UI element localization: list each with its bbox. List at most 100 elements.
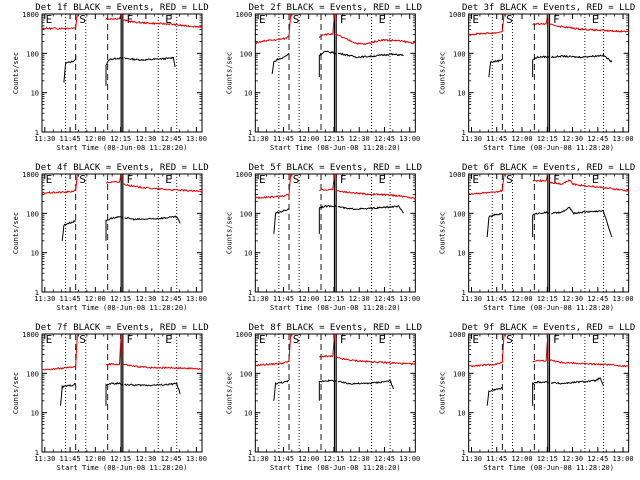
y-tick-label: 1 [35,289,39,297]
y-tick-label: 10 [457,410,465,418]
x-tick-label: 12:15 [110,295,131,303]
x-tick-label: 12:15 [323,135,344,143]
lld-series-line [41,173,78,195]
event-marker-letter: E [165,13,172,26]
x-tick-label: 11:45 [486,455,507,463]
x-tick-label: 11:45 [273,135,294,143]
plot-frame [468,333,630,453]
event-marker-letter: E [379,173,386,186]
event-marker-letter: E [46,13,53,26]
x-tick-label: 12:15 [323,455,344,463]
chart-panel: Det 7f BLACK = Events, RED = LLD 1 10 100 10… [12,323,209,472]
events-series-line [488,58,503,78]
x-axis-label: Start Time (08-Jun-08 11:28:20) [57,464,188,472]
plot-frame [41,173,203,293]
y-tick-label: 1 [35,129,39,137]
x-tick-label: 12:30 [135,455,156,463]
x-axis-label: Start Time (08-Jun-08 11:28:20) [270,144,401,152]
events-series-line [337,379,394,390]
lld-series-line [468,173,505,196]
plot-frame [41,13,203,133]
y-tick-label: 10 [244,410,252,418]
x-tick-label: 11:30 [248,295,269,303]
lld-series-line [335,33,416,46]
lld-series-line [335,190,416,200]
events-series-line [337,205,404,214]
lld-series-line [122,183,203,193]
lld-series-line [41,13,78,31]
events-series-line [60,383,76,406]
events-series-line [318,50,337,77]
event-marker-letter: E [165,173,172,186]
chart-title: Det 9f BLACK = Events, RED = LLD [462,323,635,333]
chart-panel: Det 3f BLACK = Events, RED = LLD 1 10 100 10… [439,3,636,152]
x-tick-label: 12:30 [349,295,370,303]
x-axis-label: Start Time (08-Jun-08 11:28:20) [483,144,614,152]
lld-series-line [532,173,549,183]
y-tick-label: 10 [457,90,465,98]
x-tick-label: 12:45 [374,135,395,143]
lld-series-line [468,333,505,368]
chart-title: Det 2f BLACK = Events, RED = LLD [249,3,422,13]
x-tick-label: 11:30 [248,135,269,143]
x-tick-label: 12:45 [161,295,182,303]
event-marker-letter: F [127,13,134,26]
x-tick-label: 12:15 [537,455,558,463]
lld-series-line [532,13,549,26]
event-marker-letter: S [79,333,86,346]
y-tick-label: 100 [240,370,253,378]
x-tick-label: 13:00 [186,135,207,143]
y-tick-label: 10 [244,90,252,98]
lld-series-line [319,173,336,192]
x-tick-label: 12:15 [110,455,131,463]
events-series-line [532,211,550,237]
y-tick-label: 100 [453,210,466,218]
x-tick-label: 11:45 [60,135,81,143]
chart-title: Det 8f BLACK = Events, RED = LLD [249,323,422,333]
x-tick-label: 11:30 [461,135,482,143]
chart-title: Det 3f BLACK = Events, RED = LLD [462,3,635,13]
events-series-line [550,376,604,386]
y-tick-label: 1000 [235,11,252,19]
x-tick-label: 11:30 [34,455,55,463]
event-marker-letter: E [259,333,266,346]
chart-panel: Det 1f BLACK = Events, RED = LLD 1 10 100 10… [12,3,209,152]
lld-series-line [254,13,292,45]
event-marker-letter: S [506,333,513,346]
events-series-line [532,55,550,77]
y-tick-label: 100 [26,50,39,58]
x-tick-label: 12:00 [511,295,532,303]
lld-series-line [105,13,122,20]
events-series-line [124,382,181,395]
x-tick-label: 12:45 [587,455,608,463]
x-tick-label: 12:45 [587,295,608,303]
x-tick-label: 12:30 [135,295,156,303]
x-tick-label: 13:00 [186,295,207,303]
x-tick-label: 12:45 [161,135,182,143]
event-marker-letter: E [472,333,479,346]
lld-series-line [549,179,629,192]
chart-panel: Det 4f BLACK = Events, RED = LLD 1 10 100 10… [12,163,209,312]
event-marker-letter: S [79,13,86,26]
events-series-line [318,379,337,401]
events-series-line [337,52,404,59]
y-tick-label: 1 [248,449,252,457]
chart-panel: Det 9f BLACK = Events, RED = LLD 1 10 100 10… [439,323,636,472]
plot-frame [468,13,630,133]
lld-series-line [318,13,336,38]
events-series-line [273,379,290,401]
lld-series-line [122,19,203,29]
event-marker-letter: S [293,173,300,186]
x-tick-label: 12:45 [374,295,395,303]
events-series-line [532,380,550,406]
y-tick-label: 1000 [22,331,39,339]
event-marker-letter: E [259,173,266,186]
x-axis-label: Start Time (08-Jun-08 11:28:20) [270,304,401,312]
x-tick-label: 12:00 [85,295,106,303]
chart-panel: Det 5f BLACK = Events, RED = LLD 1 10 100 10… [225,163,422,312]
y-tick-label: 10 [31,250,39,258]
x-axis-label: Start Time (08-Jun-08 11:28:20) [57,144,188,152]
chart-panel: Det 2f BLACK = Events, RED = LLD 1 10 100 10… [225,3,422,152]
event-marker-letter: E [592,333,599,346]
x-tick-label: 11:30 [461,455,482,463]
